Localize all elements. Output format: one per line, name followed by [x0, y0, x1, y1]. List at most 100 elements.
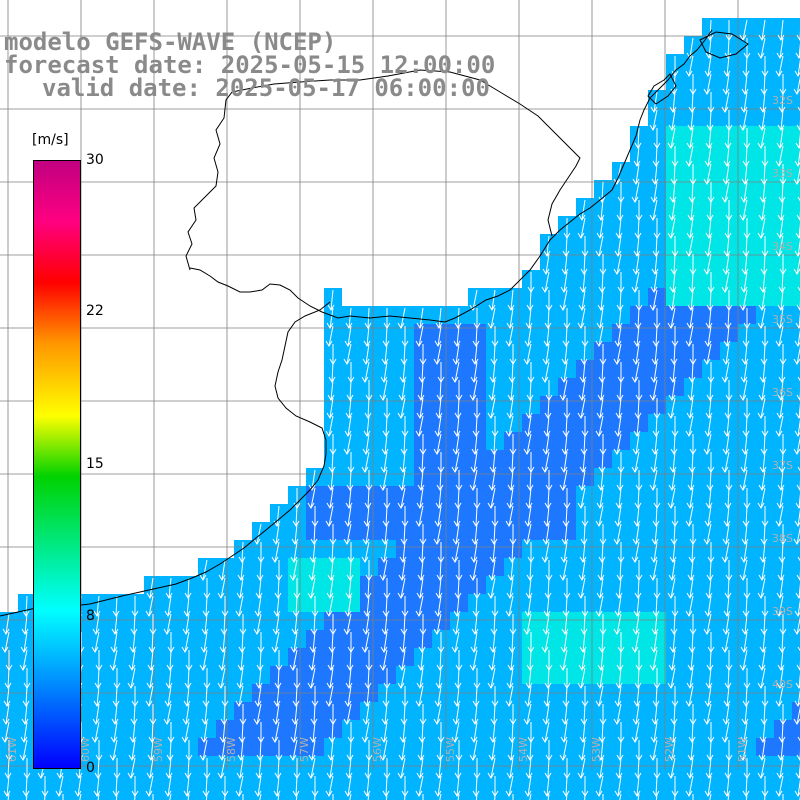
- wind-cell: [342, 324, 360, 342]
- wind-cell: [450, 522, 468, 540]
- wind-arrow: [273, 775, 281, 797]
- wind-cell: [108, 630, 126, 648]
- wind-arrow: [667, 577, 676, 599]
- wind-cell: [666, 450, 684, 468]
- wind-arrow: [705, 307, 713, 329]
- wind-cell: [18, 630, 36, 648]
- wind-cell: [306, 468, 324, 486]
- wind-arrow: [488, 379, 496, 401]
- wind-arrow: [562, 775, 570, 797]
- wind-cell: [666, 108, 684, 126]
- wind-cell: [540, 774, 558, 792]
- wind-cell: [558, 522, 576, 540]
- wind-arrow: [200, 721, 208, 743]
- wind-arrow: [668, 379, 676, 401]
- wind-arrow: [127, 667, 136, 689]
- wind-arrow: [344, 505, 352, 527]
- wind-cell: [774, 144, 792, 162]
- wind-arrow: [505, 775, 514, 797]
- wind-cell: [756, 738, 774, 756]
- wind-arrow: [634, 577, 642, 599]
- wind-cell: [396, 468, 414, 486]
- wind-arrow: [343, 613, 352, 635]
- wind-arrow: [692, 794, 694, 800]
- wind-cell: [666, 126, 684, 144]
- wind-cell: [324, 414, 342, 432]
- wind-arrow: [757, 127, 766, 149]
- wind-cell: [414, 504, 432, 522]
- wind-cell: [522, 756, 540, 774]
- wind-arrow: [271, 631, 280, 653]
- wind-arrow: [470, 631, 478, 653]
- wind-arrow: [291, 703, 299, 725]
- wind-arrow: [184, 757, 192, 779]
- wind-cell: [648, 648, 666, 666]
- wind-arrow: [778, 451, 786, 473]
- wind-arrow: [741, 703, 749, 725]
- wind-arrow: [797, 106, 800, 112]
- wind-cell: [684, 144, 702, 162]
- wind-arrow: [652, 775, 660, 797]
- wind-arrow: [290, 541, 298, 563]
- wind-arrow: [399, 631, 407, 653]
- wind-arrow: [472, 775, 480, 797]
- wind-arrow: [580, 253, 588, 275]
- wind-arrow: [796, 389, 800, 401]
- wind-arrow: [487, 577, 496, 599]
- wind-arrow: [380, 361, 388, 383]
- wind-cell: [306, 558, 324, 576]
- wind-cell: [558, 288, 576, 306]
- lat-label: 36S: [772, 386, 793, 399]
- wind-arrow: [435, 487, 443, 509]
- wind-arrow: [292, 775, 300, 797]
- wind-cell: [648, 90, 666, 108]
- wind-arrow: [686, 127, 694, 149]
- wind-cell: [594, 468, 612, 486]
- wind-arrow: [652, 325, 660, 347]
- wind-cell: [630, 720, 648, 738]
- wind-arrow: [685, 325, 694, 347]
- wind-arrow: [451, 631, 460, 653]
- wind-arrow: [782, 794, 784, 800]
- wind-arrow: [797, 466, 800, 472]
- forecast-date: forecast date: 2025-05-15 12:00:00: [4, 51, 496, 79]
- wind-arrow: [669, 361, 677, 383]
- wind-cell: [738, 468, 756, 486]
- wind-arrow: [688, 721, 696, 743]
- wind-arrow: [254, 595, 262, 617]
- wind-cell: [504, 288, 522, 306]
- wind-arrow: [795, 222, 800, 239]
- wind-arrow: [757, 217, 766, 239]
- wind-cell: [576, 306, 594, 324]
- wind-arrow: [562, 505, 570, 527]
- wind-cell: [738, 72, 756, 90]
- wind-cell: [738, 198, 756, 216]
- wind-arrow: [507, 739, 515, 761]
- wind-arrow: [632, 433, 640, 455]
- wind-arrow: [382, 505, 390, 527]
- wind-cell: [450, 450, 468, 468]
- wind-arrow: [632, 523, 640, 545]
- lat-label: 39S: [772, 605, 793, 618]
- wind-cell: [180, 630, 198, 648]
- wind-arrow: [255, 667, 263, 689]
- wind-arrow: [722, 253, 730, 275]
- wind-cell: [684, 738, 702, 756]
- wind-cell: [198, 630, 216, 648]
- wind-cell: [432, 612, 450, 630]
- wind-arrow: [706, 469, 714, 491]
- wind-cell: [468, 342, 486, 360]
- wind-arrow: [740, 271, 748, 293]
- wind-cell: [774, 738, 792, 756]
- wind-cell: [630, 144, 648, 162]
- wind-arrow: [597, 289, 605, 311]
- wind-arrow: [218, 649, 226, 671]
- wind-arrow: [184, 667, 192, 689]
- wind-cell: [702, 324, 720, 342]
- wind-arrow: [775, 55, 784, 77]
- wind-cell: [792, 234, 800, 252]
- wind-cell: [630, 450, 648, 468]
- wind-arrow: [525, 397, 533, 419]
- wind-arrow: [704, 235, 712, 257]
- wind-arrow: [668, 739, 676, 761]
